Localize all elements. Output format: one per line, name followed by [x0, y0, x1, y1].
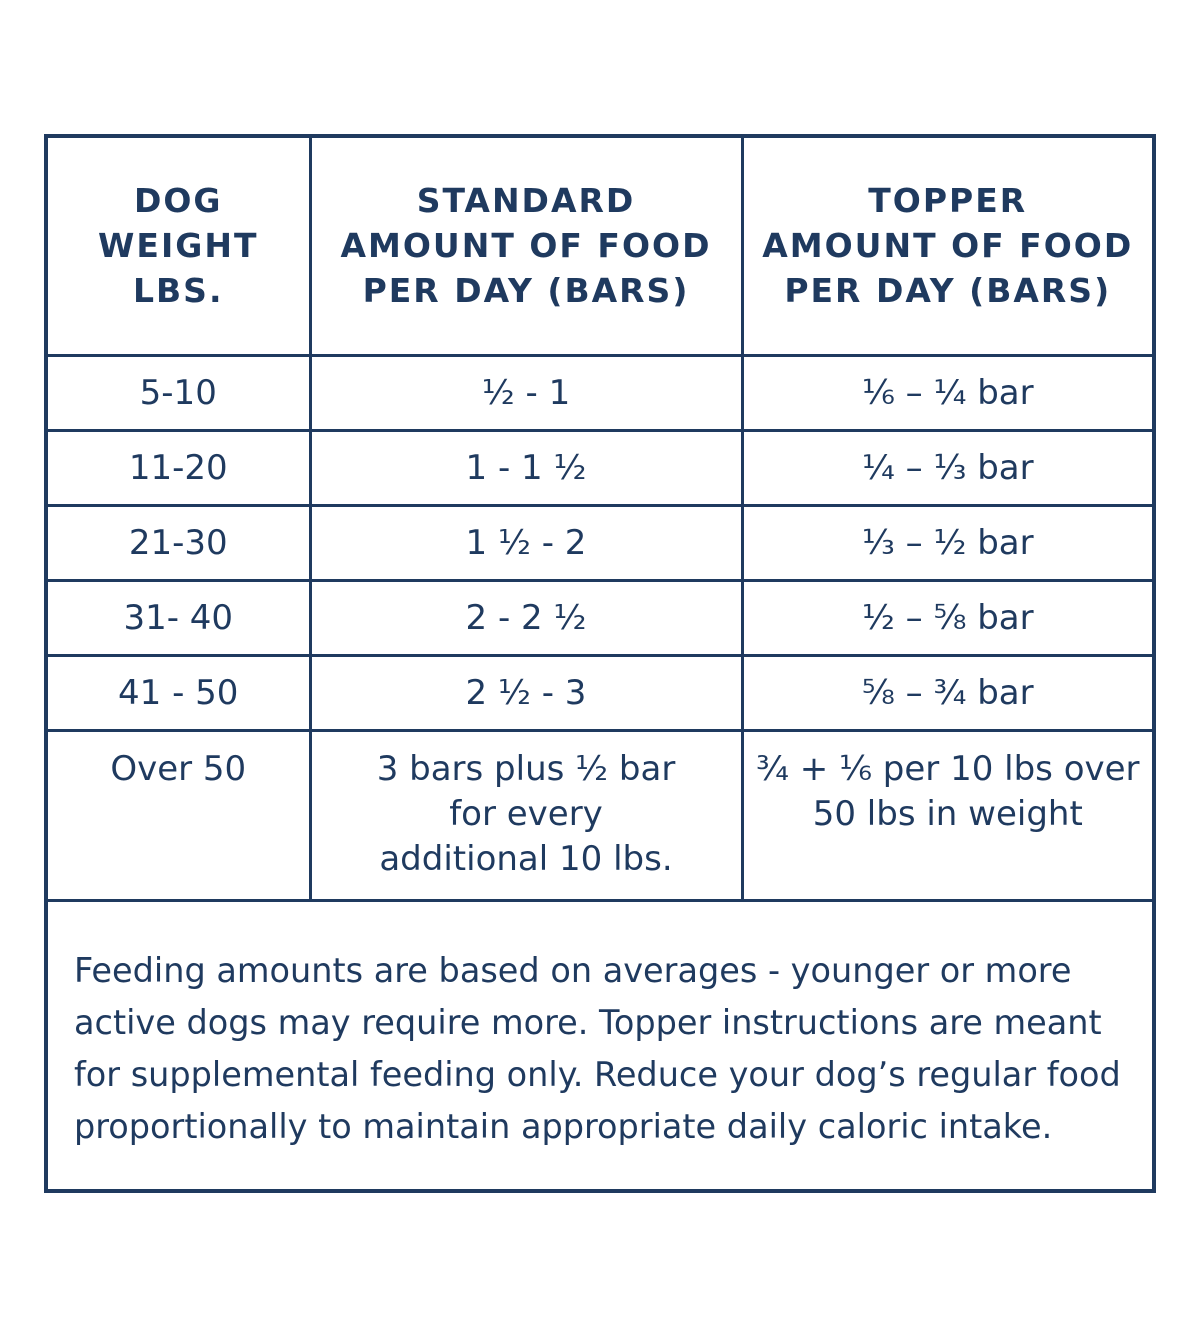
standard-cell: 1 - 1 ½: [308, 428, 744, 507]
topper-cell: ⅙ – ¼ bar: [740, 353, 1152, 432]
header-line: LBS.: [133, 271, 224, 311]
table-row: 21-30 1 ½ - 2 ⅓ – ½ bar: [48, 503, 1152, 582]
weight-cell: 11-20: [48, 428, 312, 507]
cell-line: 3 bars plus ½ bar: [376, 748, 676, 789]
cell-line: 50 lbs in weight: [812, 793, 1083, 834]
header-dog-weight: DOG WEIGHT LBS.: [48, 138, 312, 357]
standard-cell: 2 ½ - 3: [308, 653, 744, 732]
note-line: for supplemental feeding only. Reduce yo…: [74, 1054, 1121, 1094]
header-standard-amount: STANDARD AMOUNT OF FOOD PER DAY (BARS): [308, 138, 744, 357]
standard-cell: ½ - 1: [308, 353, 744, 432]
table-row: 11-20 1 - 1 ½ ¼ – ⅓ bar: [48, 428, 1152, 507]
topper-cell: ¾ + ⅙ per 10 lbs over 50 lbs in weight: [740, 728, 1152, 902]
feeding-chart: DOG WEIGHT LBS. STANDARD AMOUNT OF FOOD …: [44, 134, 1156, 1193]
header-line: TOPPER: [868, 181, 1028, 221]
header-line: AMOUNT OF FOOD: [762, 226, 1134, 266]
weight-cell: 41 - 50: [48, 653, 312, 732]
table-row: 5-10 ½ - 1 ⅙ – ¼ bar: [48, 353, 1152, 432]
feeding-note: Feeding amounts are based on averages - …: [48, 902, 1152, 1153]
header-line: WEIGHT: [98, 226, 259, 266]
weight-cell: 5-10: [48, 353, 312, 432]
table-row: 31- 40 2 - 2 ½ ½ – ⅝ bar: [48, 578, 1152, 657]
feeding-table: DOG WEIGHT LBS. STANDARD AMOUNT OF FOOD …: [48, 138, 1152, 902]
header-line: PER DAY (BARS): [362, 271, 690, 311]
weight-cell: Over 50: [48, 728, 312, 902]
note-line: Feeding amounts are based on averages - …: [74, 950, 1072, 990]
standard-cell: 3 bars plus ½ bar for every additional 1…: [308, 728, 744, 902]
topper-cell: ½ – ⅝ bar: [740, 578, 1152, 657]
header-row: DOG WEIGHT LBS. STANDARD AMOUNT OF FOOD …: [48, 138, 1152, 357]
standard-cell: 2 - 2 ½: [308, 578, 744, 657]
cell-line: ¾ + ⅙ per 10 lbs over: [755, 748, 1140, 789]
header-line: AMOUNT OF FOOD: [340, 226, 712, 266]
table-row: 41 - 50 2 ½ - 3 ⅝ – ¾ bar: [48, 653, 1152, 732]
weight-cell: 21-30: [48, 503, 312, 582]
note-line: active dogs may require more. Topper ins…: [74, 1002, 1102, 1042]
topper-cell: ¼ – ⅓ bar: [740, 428, 1152, 507]
header-topper-amount: TOPPER AMOUNT OF FOOD PER DAY (BARS): [740, 138, 1152, 357]
table-row-over-50: Over 50 3 bars plus ½ bar for every addi…: [48, 728, 1152, 902]
weight-cell: 31- 40: [48, 578, 312, 657]
header-line: STANDARD: [416, 181, 636, 221]
topper-cell: ⅓ – ½ bar: [740, 503, 1152, 582]
note-line: proportionally to maintain appropriate d…: [74, 1106, 1053, 1146]
header-line: PER DAY (BARS): [784, 271, 1112, 311]
topper-cell: ⅝ – ¾ bar: [740, 653, 1152, 732]
cell-line: additional 10 lbs.: [379, 838, 673, 879]
header-line: DOG: [133, 181, 223, 221]
cell-line: for every: [449, 793, 603, 834]
standard-cell: 1 ½ - 2: [308, 503, 744, 582]
